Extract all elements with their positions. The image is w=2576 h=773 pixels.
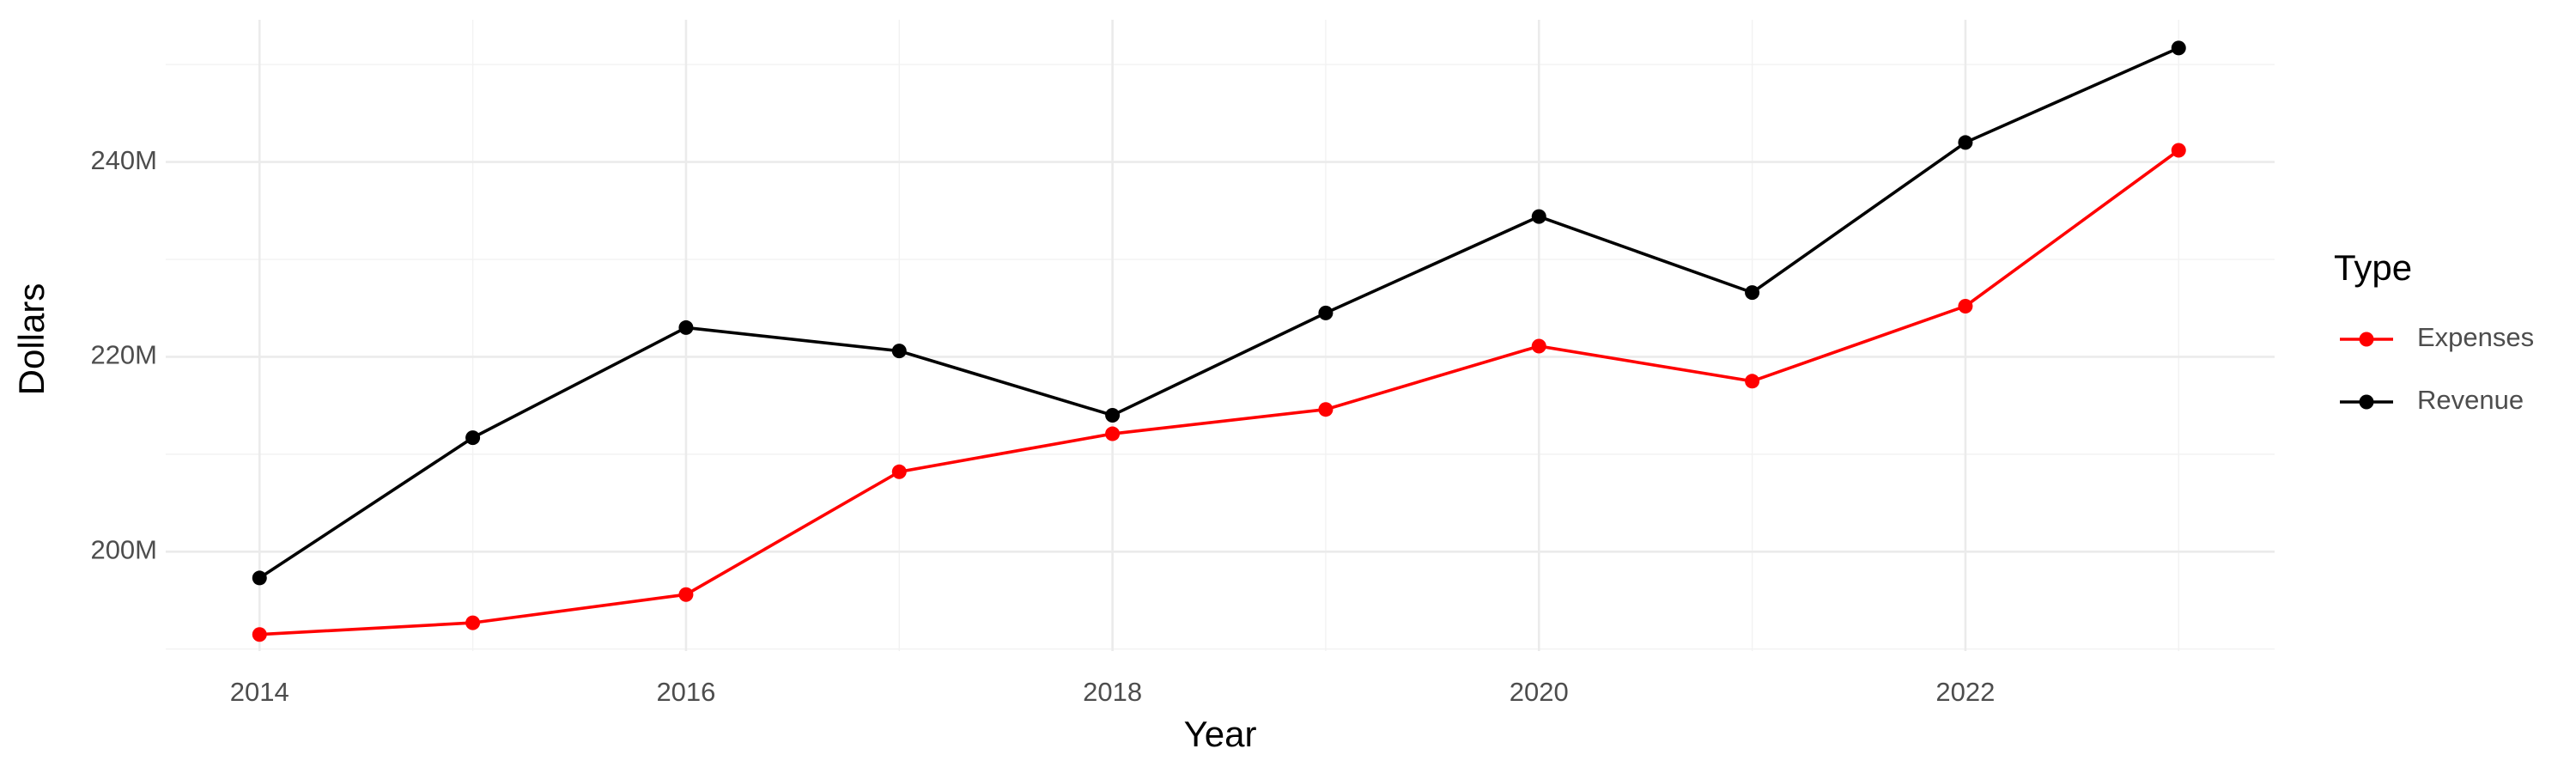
data-point [1105, 426, 1121, 441]
data-point [1745, 374, 1760, 389]
x-tick-label: 2020 [1510, 677, 1569, 707]
y-tick-label: 220M [90, 340, 157, 370]
data-point [2171, 143, 2186, 158]
y-tick-label: 240M [90, 145, 157, 175]
data-point [465, 430, 481, 446]
data-point [891, 344, 907, 359]
x-tick-label: 2016 [656, 677, 715, 707]
data-point [891, 464, 907, 479]
legend-label: Expenses [2417, 322, 2534, 352]
legend-label: Revenue [2417, 385, 2524, 415]
legend-swatch-point [2359, 394, 2374, 410]
data-point [1958, 298, 1973, 313]
series-line [258, 46, 2179, 580]
data-point [252, 570, 267, 586]
data-point [678, 587, 694, 602]
data-point [1958, 135, 1973, 150]
x-tick-label: 2018 [1083, 677, 1142, 707]
y-axis-title: Dollars [11, 283, 52, 396]
data-point [1531, 338, 1546, 354]
data-point [2171, 40, 2186, 56]
legend-swatch-point [2359, 332, 2374, 347]
series-line [259, 149, 2180, 636]
legend-title: Type [2334, 247, 2412, 288]
data-point [678, 320, 694, 335]
data-point [1745, 285, 1760, 301]
data-point [1105, 408, 1121, 423]
x-tick-label: 2014 [230, 677, 289, 707]
x-axis-title: Year [1184, 714, 1257, 754]
y-tick-label: 200M [90, 534, 157, 564]
data-point [1531, 209, 1546, 224]
data-point [465, 615, 481, 630]
x-tick-label: 2022 [1935, 677, 1995, 707]
data-point [1318, 402, 1334, 417]
data-point [1318, 305, 1334, 320]
data-point [252, 627, 267, 642]
